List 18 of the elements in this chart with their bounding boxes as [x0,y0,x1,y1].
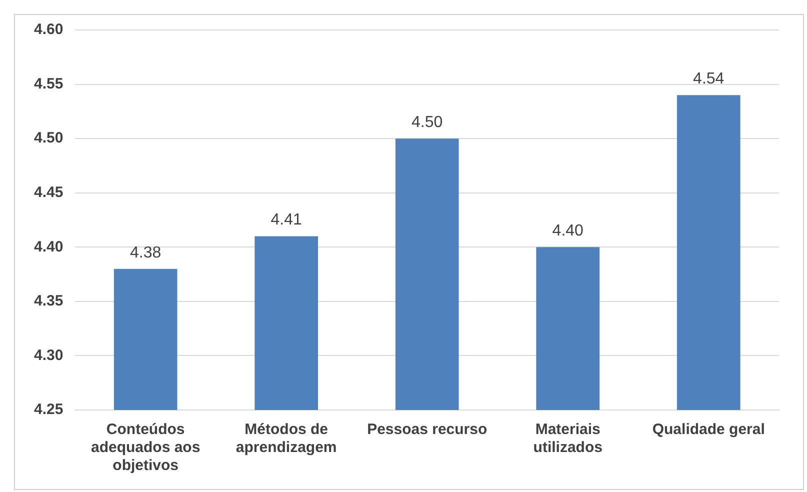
y-tick-label: 4.30 [34,346,64,364]
y-tick-label: 4.45 [34,184,64,201]
x-tick-label: Qualidade geral [652,421,765,438]
y-tick-label: 4.25 [34,401,64,418]
data-label: 4.41 [270,212,302,229]
y-tick-label: 4.35 [34,292,64,310]
data-label: 4.40 [552,222,584,240]
x-tick-label: Conteúdos adequados aos objetivos [90,421,200,474]
data-label: 4.50 [412,114,443,131]
y-tick-label: 4.60 [34,21,64,38]
y-tick-label: 4.50 [34,130,64,147]
x-tick-label: Materiais utilizados [533,421,602,456]
data-label: 4.38 [130,244,162,262]
x-tick-label: Métodos de aprendizagem [236,421,337,456]
x-tick-label: Pessoas recurso [367,421,488,438]
data-label: 4.54 [693,70,724,88]
y-tick-label: 4.40 [34,238,64,256]
y-tick-label: 4.55 [34,75,64,92]
